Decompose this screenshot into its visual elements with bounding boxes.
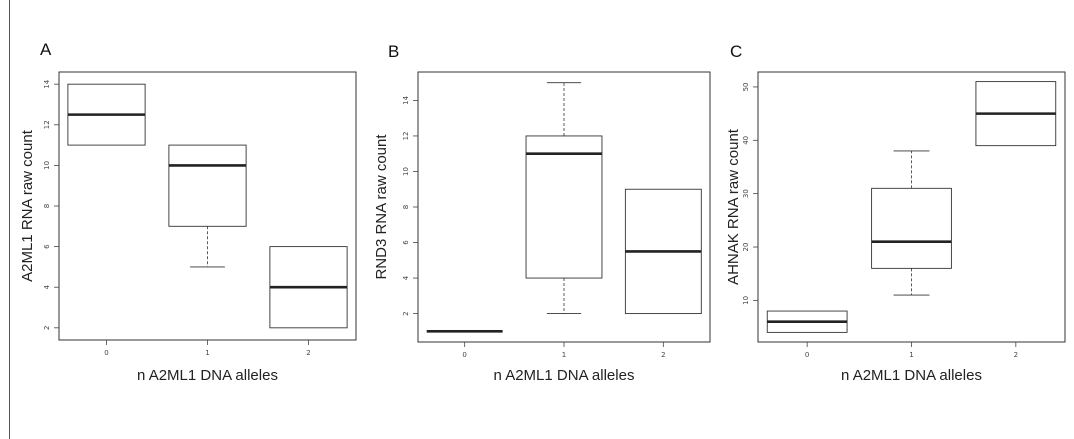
y-tick-label: 2 — [43, 326, 51, 330]
y-tick-label: 10 — [742, 296, 750, 305]
box-2 — [624, 188, 702, 315]
x-axis-title: n A2ML1 DNA alleles — [494, 367, 635, 384]
x-tick-label: 0 — [462, 351, 466, 359]
y-tick-label: 2 — [402, 311, 410, 315]
panel-letter: A — [40, 40, 52, 59]
panel-a: A 2 4 6 8 10 12 14 0 1 2 A2ML1 RNA raw count n A2ML1… — [10, 0, 360, 439]
box-1 — [525, 82, 603, 315]
y-tick-label: 40 — [742, 136, 750, 145]
y-tick-label: 8 — [402, 205, 410, 209]
box-body — [871, 187, 952, 269]
y-tick-label: 10 — [402, 167, 410, 176]
x-tick-label: 0 — [805, 351, 809, 359]
y-tick-label: 4 — [402, 275, 410, 280]
x-tick-label: 1 — [909, 351, 913, 359]
y-axis-title: AHNAK RNA raw count — [725, 128, 742, 285]
y-tick-label: 6 — [43, 244, 51, 249]
box-0 — [67, 83, 146, 146]
plot-frame — [58, 71, 357, 341]
y-tick-label: 12 — [43, 120, 51, 129]
box-body — [525, 135, 603, 279]
y-tick-label: 14 — [402, 95, 410, 104]
y-axis-title: RND3 RNA raw count — [373, 134, 390, 280]
y-tick-label: 8 — [43, 204, 51, 208]
left-border-line — [9, 0, 10, 439]
y-tick-label: 30 — [742, 189, 750, 198]
y-tick-label: 6 — [402, 240, 410, 245]
plot-frame — [417, 71, 711, 343]
x-tick-label: 0 — [104, 349, 108, 357]
y-tick-label: 10 — [43, 161, 51, 170]
box-body — [168, 144, 247, 227]
box-2 — [269, 246, 348, 329]
y-tick-label: 4 — [43, 284, 51, 289]
y-tick-label: 20 — [742, 243, 750, 252]
box-0 — [766, 310, 848, 333]
x-tick-label: 1 — [562, 351, 566, 359]
y-tick-label: 14 — [43, 79, 51, 88]
x-tick-label: 2 — [306, 349, 310, 357]
box-1 — [871, 150, 952, 296]
y-tick-label: 12 — [402, 131, 410, 140]
panel-letter: C — [730, 42, 742, 61]
panel-letter: B — [388, 42, 399, 61]
y-axis-title: A2ML1 RNA raw count — [19, 129, 36, 282]
x-axis-title: n A2ML1 DNA alleles — [137, 367, 278, 384]
x-tick-label: 2 — [661, 351, 665, 359]
chart-c-svg: C 10 20 30 40 50 0 1 2 AHNAK RNA raw count n A2ML1… — [725, 42, 1066, 384]
panel-b: B 2 4 6 8 10 12 14 0 1 2 RND3 RNA raw count n A2ML1 … — [360, 0, 715, 439]
x-tick-label: 2 — [1014, 351, 1018, 359]
y-tick-label: 50 — [742, 82, 750, 91]
box-2 — [975, 81, 1057, 147]
box-1 — [168, 144, 247, 268]
x-tick-label: 1 — [205, 349, 209, 357]
x-axis-title: n A2ML1 DNA alleles — [841, 367, 982, 384]
panel-c: C 10 20 30 40 50 0 1 2 AHNAK RNA raw count n A2ML1… — [715, 0, 1070, 439]
